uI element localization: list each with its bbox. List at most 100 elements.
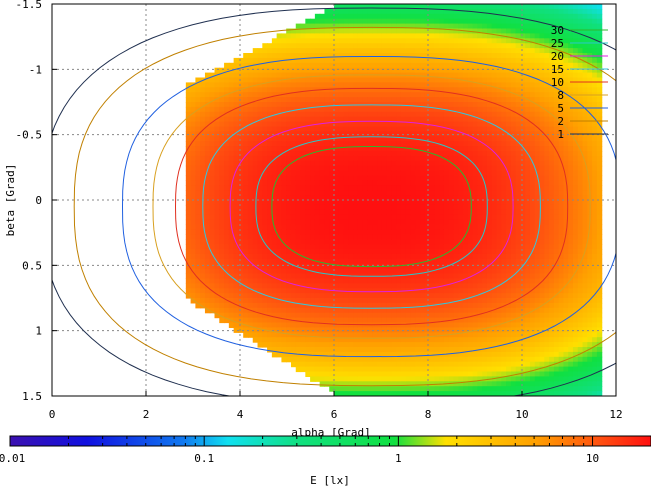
heatmap-cell bbox=[247, 67, 254, 74]
heatmap-cell bbox=[238, 62, 244, 69]
heatmap-cell bbox=[305, 253, 311, 260]
heatmap-cell bbox=[391, 170, 397, 177]
heatmap-cell bbox=[496, 146, 502, 152]
heatmap-cell bbox=[233, 283, 240, 289]
heatmap-cell bbox=[209, 307, 216, 314]
heatmap-cell bbox=[372, 347, 378, 353]
heatmap-cell bbox=[377, 376, 383, 382]
heatmap-cell bbox=[381, 381, 388, 387]
heatmap-cell bbox=[391, 146, 397, 152]
heatmap-cell bbox=[491, 18, 498, 25]
heatmap-cell bbox=[496, 87, 502, 93]
heatmap-cell bbox=[310, 278, 316, 284]
heatmap-cell bbox=[453, 381, 459, 387]
heatmap-cell bbox=[290, 57, 297, 64]
heatmap-cell bbox=[271, 263, 278, 270]
heatmap-cell bbox=[482, 258, 488, 265]
heatmap-cell bbox=[305, 111, 311, 118]
heatmap-cell bbox=[362, 386, 369, 392]
heatmap-cell bbox=[195, 263, 201, 270]
heatmap-cell bbox=[343, 77, 349, 83]
heatmap-cell bbox=[400, 106, 407, 113]
heatmap-cell bbox=[353, 200, 359, 206]
heatmap-cell bbox=[286, 126, 292, 132]
heatmap-cell bbox=[300, 204, 306, 211]
heatmap-cell bbox=[506, 327, 512, 333]
heatmap-cell bbox=[515, 28, 522, 34]
heatmap-cell bbox=[467, 376, 474, 382]
heatmap-cell bbox=[228, 239, 235, 245]
heatmap-cell bbox=[458, 146, 464, 152]
heatmap-cell bbox=[262, 102, 268, 108]
heatmap-cell bbox=[391, 214, 397, 221]
heatmap-cell bbox=[310, 288, 316, 294]
heatmap-cell bbox=[362, 361, 369, 368]
heatmap-cell bbox=[224, 200, 230, 206]
heatmap-cell bbox=[219, 77, 225, 83]
heatmap-cell bbox=[381, 92, 388, 98]
heatmap-cell bbox=[310, 298, 316, 304]
heatmap-cell bbox=[252, 278, 259, 284]
heatmap-cell bbox=[453, 307, 459, 314]
heatmap-cell bbox=[290, 92, 297, 98]
heatmap-cell bbox=[224, 72, 230, 79]
heatmap-cell bbox=[286, 190, 292, 196]
heatmap-cell bbox=[486, 175, 493, 181]
heatmap-cell bbox=[262, 263, 268, 270]
heatmap-cell bbox=[405, 38, 412, 44]
heatmap-cell bbox=[314, 253, 321, 260]
heatmap-cell bbox=[334, 214, 340, 221]
heatmap-cell bbox=[486, 200, 493, 206]
heatmap-cell bbox=[334, 165, 340, 172]
heatmap-cell bbox=[491, 356, 498, 363]
heatmap-cell bbox=[467, 302, 474, 309]
heatmap-cell bbox=[228, 146, 235, 152]
heatmap-cell bbox=[357, 106, 364, 113]
heatmap-cell bbox=[357, 219, 364, 226]
heatmap-cell bbox=[372, 268, 378, 275]
heatmap-cell bbox=[200, 234, 206, 240]
heatmap-cell bbox=[429, 4, 435, 10]
heatmap-cell bbox=[501, 386, 507, 392]
heatmap-cell bbox=[491, 160, 498, 167]
heatmap-cell bbox=[458, 283, 464, 289]
heatmap-cell bbox=[453, 273, 459, 279]
heatmap-cell bbox=[353, 126, 359, 132]
heatmap-cell bbox=[429, 229, 435, 235]
heatmap-cell bbox=[439, 185, 445, 191]
heatmap-cell bbox=[496, 38, 502, 44]
heatmap-cell bbox=[343, 28, 349, 34]
heatmap-cell bbox=[295, 111, 302, 118]
heatmap-cell bbox=[286, 116, 292, 123]
heatmap-cell bbox=[372, 136, 378, 142]
heatmap-cell bbox=[463, 180, 469, 186]
heatmap-cell bbox=[357, 283, 364, 289]
heatmap-cell bbox=[290, 38, 297, 44]
heatmap-cell bbox=[353, 136, 359, 142]
heatmap-cell bbox=[300, 302, 306, 309]
heatmap-cell bbox=[515, 53, 522, 59]
heatmap-cell bbox=[224, 317, 230, 324]
heatmap-cell bbox=[496, 332, 502, 338]
heatmap-cell bbox=[247, 219, 254, 226]
heatmap-cell bbox=[415, 28, 421, 34]
heatmap-cell bbox=[362, 302, 369, 309]
heatmap-cell bbox=[482, 317, 488, 324]
heatmap-cell bbox=[477, 244, 483, 250]
heatmap-cell bbox=[343, 38, 349, 44]
heatmap-cell bbox=[286, 209, 292, 216]
heatmap-cell bbox=[506, 371, 512, 377]
heatmap-cell bbox=[233, 302, 240, 309]
heatmap-cell bbox=[334, 4, 340, 10]
heatmap-cell bbox=[295, 204, 302, 211]
heatmap-cell bbox=[338, 322, 345, 328]
heatmap-cell bbox=[329, 175, 335, 181]
heatmap-cell bbox=[329, 170, 335, 177]
heatmap-cell bbox=[276, 155, 283, 162]
heatmap-cell bbox=[391, 209, 397, 216]
heatmap-cell bbox=[429, 13, 435, 20]
heatmap-cell bbox=[510, 298, 517, 304]
heatmap-cell bbox=[486, 224, 493, 230]
heatmap-cell bbox=[420, 170, 426, 177]
heatmap-cell bbox=[386, 288, 392, 294]
